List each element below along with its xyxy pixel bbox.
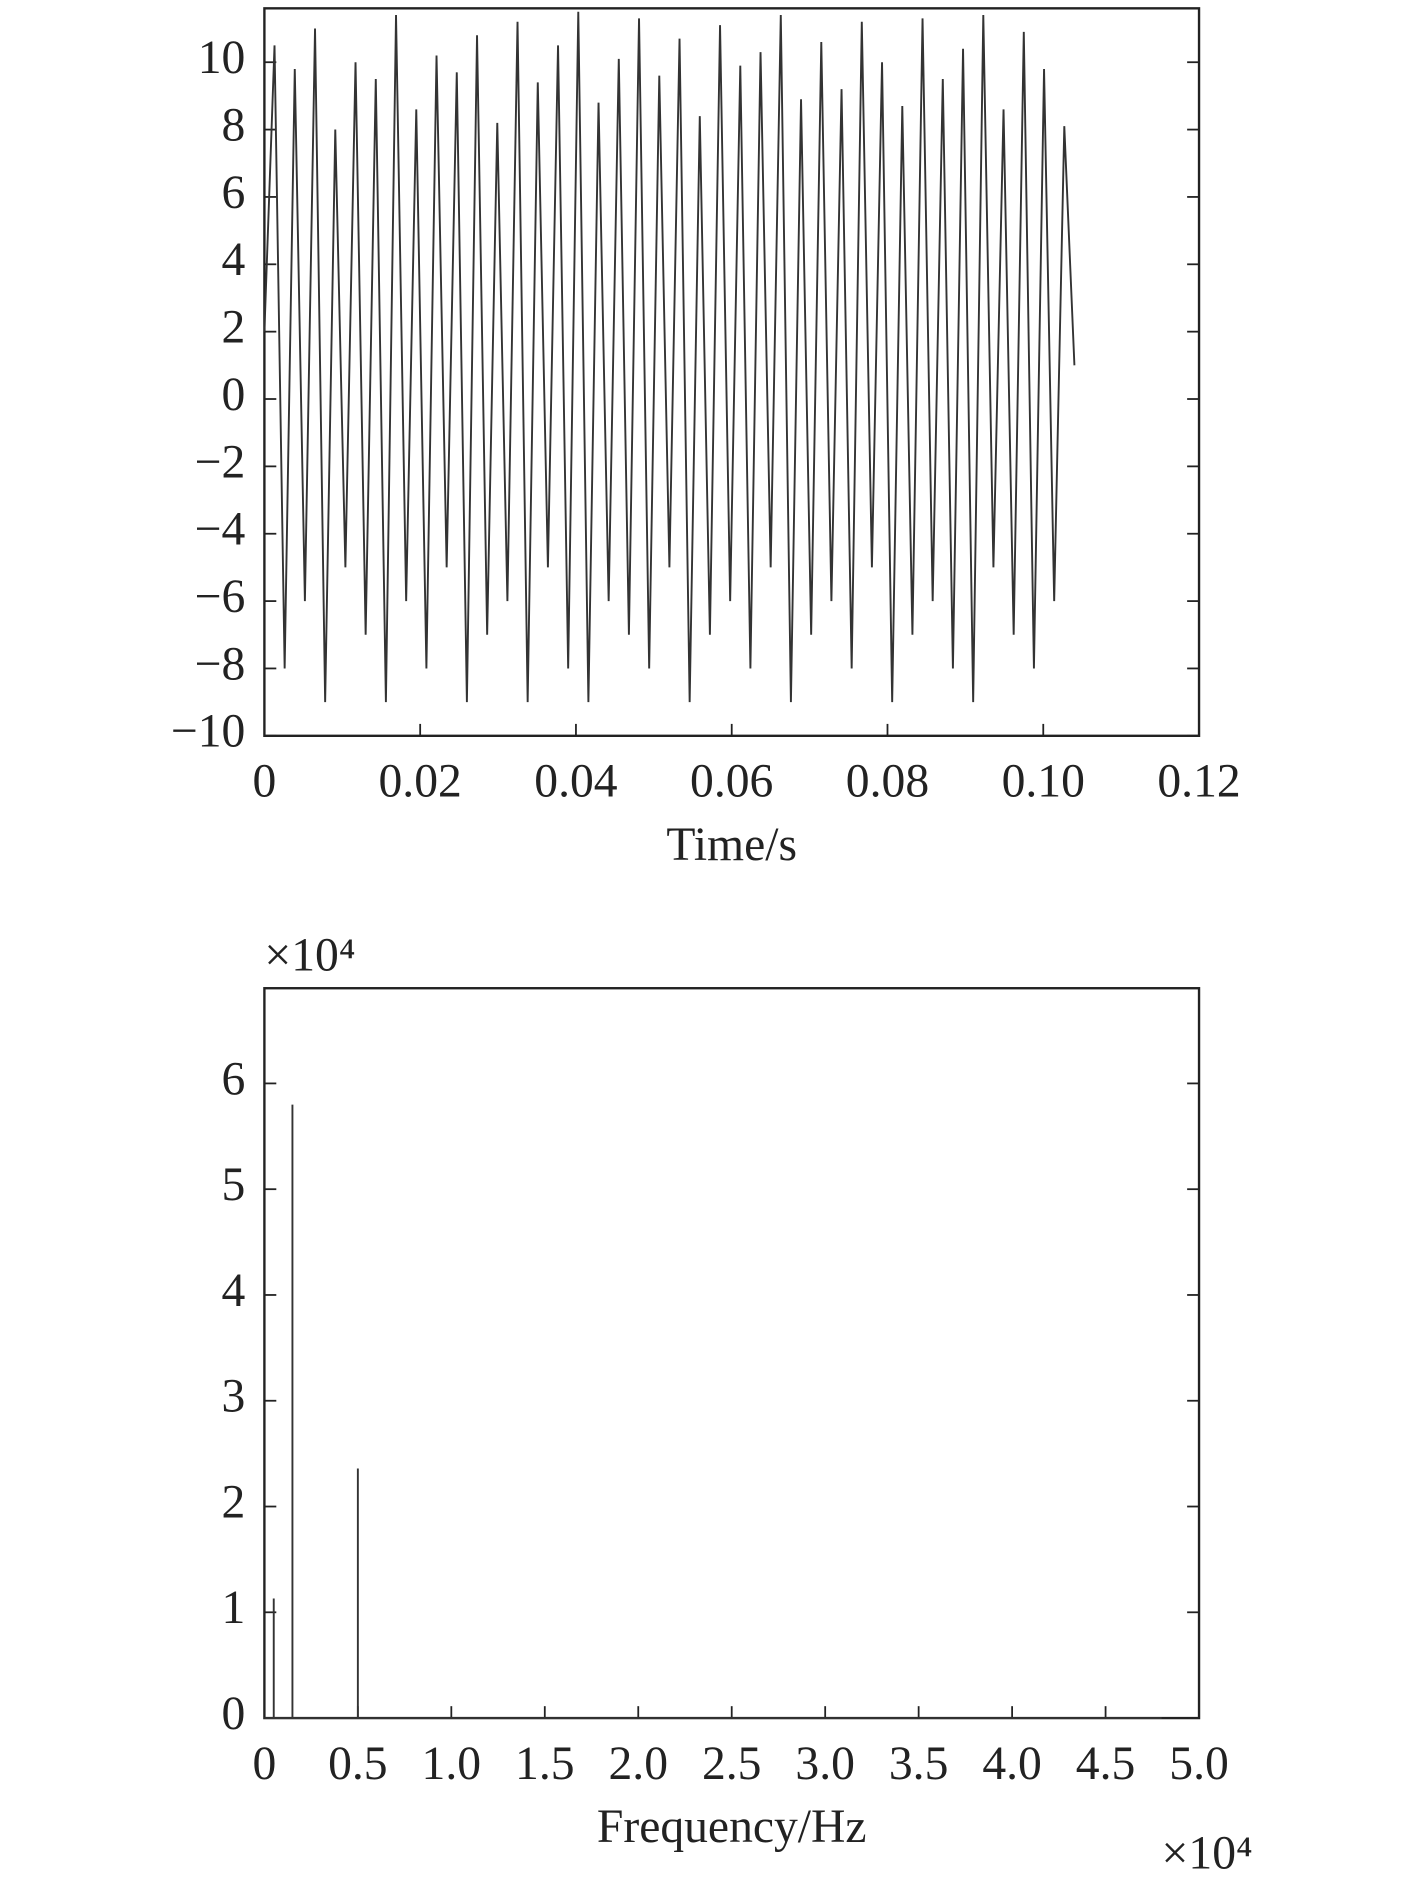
y-tick-label: −8 (195, 638, 246, 690)
signal-line (264, 1104, 1162, 1720)
x-tick-label: 0.06 (690, 756, 773, 808)
x-tick-label: 0.08 (846, 756, 929, 808)
y-tick-label: 4 (222, 234, 246, 286)
y-offset-label: ×10⁴ (264, 930, 355, 982)
y-tick-label: 6 (222, 1053, 246, 1105)
signal-line (263, 11, 1076, 703)
x-tick-label: 0.04 (534, 756, 618, 808)
x-tick-label: 0.10 (1002, 756, 1085, 808)
x-tick-label: 1.5 (515, 1738, 575, 1790)
x-tick-label: 4.5 (1076, 1738, 1136, 1790)
x-offset-label: ×10⁴ (1162, 1827, 1253, 1879)
x-tick-label: 1.0 (422, 1738, 482, 1790)
x-tick-label: 3.0 (795, 1738, 855, 1790)
x-tick-label: 0.02 (379, 756, 462, 808)
y-tick-label: 1 (222, 1582, 246, 1634)
y-tick-label: 2 (222, 302, 246, 354)
y-tick-label: 2 (222, 1476, 246, 1528)
x-axis-label: Frequency/Hz (597, 1801, 867, 1853)
y-tick-label: 0 (222, 1688, 246, 1740)
x-tick-label: 5.0 (1169, 1738, 1229, 1790)
x-tick-label: 0.12 (1157, 756, 1240, 808)
y-tick-label: 5 (222, 1159, 246, 1211)
y-tick-label: −2 (195, 436, 246, 488)
x-tick-label: 0 (252, 1738, 276, 1790)
y-tick-label: 4 (222, 1265, 246, 1317)
y-tick-label: −6 (195, 571, 246, 623)
x-tick-label: 2.5 (702, 1738, 762, 1790)
x-tick-label: 0 (252, 756, 276, 808)
y-tick-label: 0 (222, 369, 246, 421)
x-tick-label: 4.0 (982, 1738, 1042, 1790)
y-tick-label: 8 (222, 100, 246, 152)
y-tick-label: −4 (195, 504, 246, 556)
x-tick-label: 0.5 (328, 1738, 388, 1790)
y-tick-label: 3 (222, 1371, 246, 1423)
x-tick-label: 3.5 (889, 1738, 949, 1790)
y-tick-label: 6 (222, 167, 246, 219)
x-axis-label: Time/s (666, 819, 797, 871)
y-tick-label: −10 (171, 706, 245, 758)
plot-frame (263, 987, 1201, 1720)
y-tick-label: 10 (198, 32, 246, 84)
x-tick-label: 2.0 (608, 1738, 668, 1790)
